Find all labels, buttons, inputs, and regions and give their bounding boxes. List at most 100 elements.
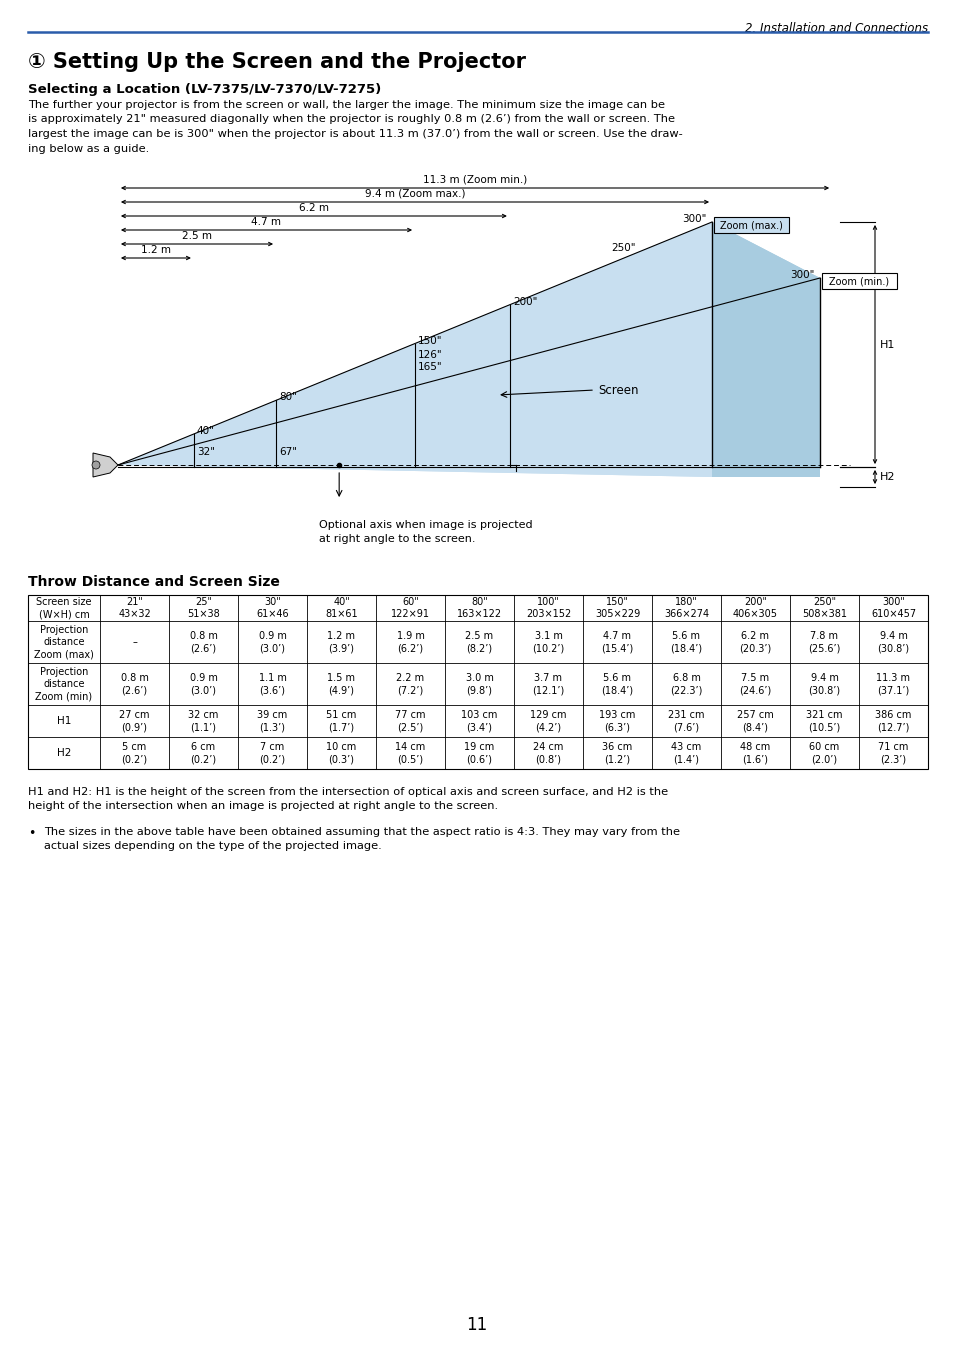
- Text: 300": 300": [790, 270, 814, 280]
- Text: 32 cm
(1.1’): 32 cm (1.1’): [188, 710, 218, 732]
- Text: 9.4 m
(30.8’): 9.4 m (30.8’): [877, 631, 908, 654]
- Text: 126": 126": [417, 349, 442, 360]
- Text: 67": 67": [278, 448, 296, 457]
- Text: 7 cm
(0.2’): 7 cm (0.2’): [259, 741, 285, 764]
- Text: 80": 80": [278, 392, 296, 402]
- Text: 4.7 m: 4.7 m: [252, 217, 281, 226]
- Bar: [28, 594, 927, 768]
- Text: 36 cm
(1.2’): 36 cm (1.2’): [601, 741, 632, 764]
- Text: 165": 165": [417, 361, 442, 372]
- Text: 60"
122×91: 60" 122×91: [391, 597, 430, 619]
- Text: 2.5 m: 2.5 m: [182, 231, 212, 241]
- Text: 257 cm
(8.4’): 257 cm (8.4’): [737, 710, 773, 732]
- Text: Zoom (max.): Zoom (max.): [720, 220, 782, 231]
- Text: 300"
610×457: 300" 610×457: [870, 597, 915, 619]
- Bar: [713, 217, 788, 233]
- Text: 7.8 m
(25.6’): 7.8 m (25.6’): [807, 631, 840, 654]
- Text: •: •: [28, 828, 35, 840]
- Text: 2.2 m
(7.2’): 2.2 m (7.2’): [396, 673, 424, 696]
- Text: 5.6 m
(18.4’): 5.6 m (18.4’): [600, 673, 633, 696]
- Text: 9.4 m (Zoom max.): 9.4 m (Zoom max.): [364, 189, 465, 200]
- Text: 1.2 m
(3.9’): 1.2 m (3.9’): [327, 631, 355, 654]
- Text: 386 cm
(12.7’): 386 cm (12.7’): [875, 710, 911, 732]
- Bar: [821, 274, 896, 288]
- Text: 3.0 m
(9.8’): 3.0 m (9.8’): [465, 673, 493, 696]
- Text: 40"
81×61: 40" 81×61: [325, 597, 357, 619]
- Text: Selecting a Location (LV-7375/LV-7370/LV-7275): Selecting a Location (LV-7375/LV-7370/LV…: [28, 84, 381, 96]
- Text: 2.5 m
(8.2’): 2.5 m (8.2’): [465, 631, 493, 654]
- Text: 193 cm
(6.3’): 193 cm (6.3’): [598, 710, 635, 732]
- Text: 40": 40": [196, 426, 214, 435]
- Text: 321 cm
(10.5’): 321 cm (10.5’): [805, 710, 841, 732]
- Text: 231 cm
(7.6’): 231 cm (7.6’): [667, 710, 704, 732]
- Text: 103 cm
(3.4’): 103 cm (3.4’): [461, 710, 497, 732]
- Text: 180"
366×274: 180" 366×274: [663, 597, 708, 619]
- Text: 21"
43×32: 21" 43×32: [118, 597, 151, 619]
- Text: is approximately 21" measured diagonally when the projector is roughly 0.8 m (2.: is approximately 21" measured diagonally…: [28, 115, 675, 124]
- Text: ① Setting Up the Screen and the Projector: ① Setting Up the Screen and the Projecto…: [28, 53, 525, 71]
- Text: 6 cm
(0.2’): 6 cm (0.2’): [191, 741, 216, 764]
- Text: 250"
508×381: 250" 508×381: [801, 597, 846, 619]
- Text: 250": 250": [610, 244, 635, 253]
- Text: H1: H1: [879, 340, 895, 349]
- Text: –: –: [132, 638, 137, 647]
- Polygon shape: [118, 222, 820, 465]
- Text: 11.3 m (Zoom min.): 11.3 m (Zoom min.): [422, 175, 527, 185]
- Text: ing below as a guide.: ing below as a guide.: [28, 143, 149, 154]
- Text: H2: H2: [879, 472, 895, 483]
- Polygon shape: [118, 222, 711, 477]
- Text: 1.2 m: 1.2 m: [141, 245, 171, 255]
- Text: 71 cm
(2.3’): 71 cm (2.3’): [878, 741, 908, 764]
- Polygon shape: [92, 453, 118, 477]
- Text: 0.9 m
(3.0’): 0.9 m (3.0’): [258, 631, 286, 654]
- Text: 6.2 m: 6.2 m: [298, 204, 329, 213]
- Text: 32": 32": [196, 448, 214, 457]
- Text: 14 cm
(0.5’): 14 cm (0.5’): [395, 741, 425, 764]
- Text: H1: H1: [57, 716, 71, 727]
- Text: 4.7 m
(15.4’): 4.7 m (15.4’): [600, 631, 633, 654]
- Text: Projection
distance
Zoom (min): Projection distance Zoom (min): [35, 667, 92, 701]
- Text: 25"
51×38: 25" 51×38: [187, 597, 219, 619]
- Text: 60 cm
(2.0’): 60 cm (2.0’): [808, 741, 839, 764]
- Text: Screen size
(W×H) cm: Screen size (W×H) cm: [36, 597, 91, 619]
- Text: 51 cm
(1.7’): 51 cm (1.7’): [326, 710, 356, 732]
- Text: 80"
163×122: 80" 163×122: [456, 597, 501, 619]
- Text: 9.4 m
(30.8’): 9.4 m (30.8’): [807, 673, 840, 696]
- Text: The further your projector is from the screen or wall, the larger the image. The: The further your projector is from the s…: [28, 100, 664, 111]
- Text: 0.8 m
(2.6’): 0.8 m (2.6’): [120, 673, 149, 696]
- Text: H2: H2: [57, 748, 71, 758]
- Text: 2. Installation and Connections: 2. Installation and Connections: [744, 22, 927, 35]
- Text: 77 cm
(2.5’): 77 cm (2.5’): [395, 710, 425, 732]
- Text: 48 cm
(1.6’): 48 cm (1.6’): [740, 741, 770, 764]
- Text: 0.8 m
(2.6’): 0.8 m (2.6’): [190, 631, 217, 654]
- Text: height of the intersection when an image is projected at right angle to the scre: height of the intersection when an image…: [28, 801, 497, 811]
- Text: 11: 11: [466, 1316, 487, 1335]
- Text: 3.7 m
(12.1’): 3.7 m (12.1’): [532, 673, 564, 696]
- Text: 150"
305×229: 150" 305×229: [595, 597, 639, 619]
- Text: 24 cm
(0.8’): 24 cm (0.8’): [533, 741, 563, 764]
- Text: 19 cm
(0.6’): 19 cm (0.6’): [464, 741, 494, 764]
- Text: 6.8 m
(22.3’): 6.8 m (22.3’): [670, 673, 702, 696]
- Text: Throw Distance and Screen Size: Throw Distance and Screen Size: [28, 576, 279, 589]
- Text: Screen: Screen: [598, 383, 638, 396]
- Text: The sizes in the above table have been obtained assuming that the aspect ratio i: The sizes in the above table have been o…: [44, 828, 679, 837]
- Text: 200"
406×305: 200" 406×305: [732, 597, 778, 619]
- Text: 1.5 m
(4.9’): 1.5 m (4.9’): [327, 673, 355, 696]
- Polygon shape: [711, 222, 820, 477]
- Text: 1.9 m
(6.2’): 1.9 m (6.2’): [396, 631, 424, 654]
- Text: 100"
203×152: 100" 203×152: [525, 597, 571, 619]
- Text: largest the image can be is 300" when the projector is about 11.3 m (37.0’) from: largest the image can be is 300" when th…: [28, 129, 682, 139]
- Text: 200": 200": [513, 297, 537, 307]
- Text: Zoom (min.): Zoom (min.): [828, 276, 888, 286]
- Text: 5 cm
(0.2’): 5 cm (0.2’): [121, 741, 148, 764]
- Text: 5.6 m
(18.4’): 5.6 m (18.4’): [670, 631, 701, 654]
- Text: 3.1 m
(10.2’): 3.1 m (10.2’): [532, 631, 564, 654]
- Text: 7.5 m
(24.6’): 7.5 m (24.6’): [739, 673, 771, 696]
- Text: 11.3 m
(37.1’): 11.3 m (37.1’): [876, 673, 909, 696]
- Text: 30"
61×46: 30" 61×46: [256, 597, 289, 619]
- Text: actual sizes depending on the type of the projected image.: actual sizes depending on the type of th…: [44, 841, 381, 851]
- Text: H1 and H2: H1 is the height of the screen from the intersection of optical axis : H1 and H2: H1 is the height of the scree…: [28, 787, 667, 797]
- Text: at right angle to the screen.: at right angle to the screen.: [319, 534, 476, 545]
- Text: 10 cm
(0.3’): 10 cm (0.3’): [326, 741, 356, 764]
- Polygon shape: [118, 222, 711, 477]
